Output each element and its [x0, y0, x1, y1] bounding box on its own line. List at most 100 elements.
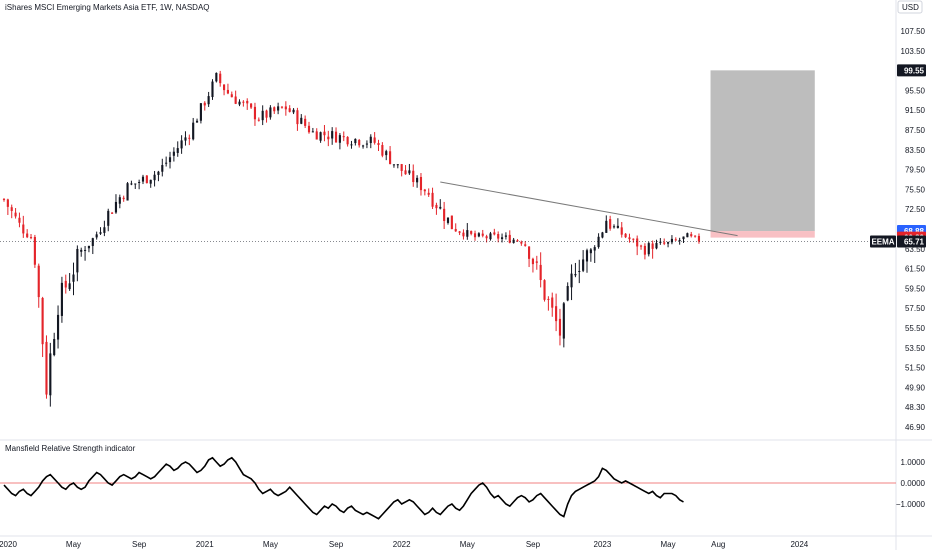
price-tick-label: 103.50: [901, 47, 926, 56]
candle-body: [570, 273, 573, 288]
candle-body: [516, 240, 519, 242]
candle-body: [37, 265, 40, 298]
candle-body: [219, 73, 222, 84]
candle-body: [373, 137, 376, 143]
candle-body: [528, 246, 531, 259]
candle-body: [585, 250, 589, 262]
candle-body: [632, 238, 635, 240]
candle-body: [184, 137, 187, 141]
candle-body: [29, 237, 33, 239]
candle-body: [551, 297, 554, 308]
candle-body: [419, 176, 423, 191]
candle-body: [639, 245, 643, 247]
candle-body: [628, 237, 631, 240]
candle-body: [361, 145, 365, 147]
candle-body: [504, 235, 507, 237]
candle-body: [558, 318, 562, 336]
candle-body: [145, 175, 148, 184]
candle-body: [458, 231, 461, 233]
currency-label[interactable]: USD: [902, 3, 919, 12]
candle-body: [265, 110, 268, 118]
candle-body: [547, 298, 550, 300]
candle-body: [427, 192, 430, 195]
candle-body: [435, 204, 438, 209]
candle-body: [33, 236, 36, 265]
candle-body: [300, 117, 303, 124]
candle-body: [64, 280, 67, 288]
candle-body: [612, 226, 616, 228]
candle-body: [18, 217, 21, 223]
currency-box[interactable]: [897, 0, 923, 14]
candle-body: [188, 137, 191, 139]
stop-zone: [710, 231, 815, 238]
candle-body: [87, 245, 91, 249]
candle-body: [381, 145, 384, 156]
candle-body: [358, 139, 361, 146]
candle-body: [331, 131, 334, 139]
candle-body: [311, 131, 314, 133]
candle-body: [250, 103, 253, 108]
candle-body: [99, 232, 102, 234]
price-tick-label: 72.50: [905, 205, 926, 214]
candle-body: [246, 100, 249, 104]
candle-body: [292, 109, 295, 113]
candle-body: [192, 122, 195, 140]
candle-body: [49, 353, 52, 396]
candle-body: [489, 233, 492, 240]
indicator-axis[interactable]: 1.0000 0.0000 −1.0000: [896, 458, 926, 509]
candle-body: [53, 339, 56, 356]
candle-body: [304, 118, 307, 126]
price-tick-label: 49.90: [905, 383, 926, 392]
candle-body: [616, 225, 619, 228]
position-tool[interactable]: [710, 70, 815, 238]
candle-body: [122, 197, 125, 200]
candle-body: [45, 341, 48, 395]
candle-body: [543, 280, 546, 300]
candle-body: [323, 131, 326, 136]
candle-body: [215, 72, 218, 82]
ticker-tag-box: [870, 235, 896, 248]
candle-body: [582, 259, 585, 271]
candle-body: [95, 234, 98, 238]
candle-body: [60, 282, 63, 316]
price-tick-label: 53.50: [905, 344, 926, 353]
candle-body: [172, 151, 175, 156]
candle-body: [636, 238, 639, 247]
candle-body: [412, 170, 415, 183]
candle-body: [470, 231, 473, 234]
candle-body: [14, 212, 17, 217]
candle-body: [161, 165, 164, 172]
candle-body: [91, 238, 94, 246]
candle-body: [439, 206, 442, 209]
candle-body: [334, 131, 338, 143]
candle-body: [643, 245, 646, 255]
candle-body: [234, 96, 237, 104]
price-tick-label: 75.50: [905, 185, 926, 194]
trendline[interactable]: [440, 181, 738, 237]
candle-body: [111, 212, 114, 214]
chart-title: iShares MSCI Emerging Markets Asia ETF, …: [5, 3, 210, 12]
price-tick-label: 87.50: [905, 126, 926, 135]
price-tick-label: 61.50: [905, 265, 926, 274]
time-axis[interactable]: 2020 May Sep 2021 May Sep 2022 May Sep 2023 May Aug…: [0, 540, 809, 549]
candle-body: [389, 151, 392, 164]
price-tick-label: 83.50: [905, 146, 926, 155]
candle-body: [454, 228, 457, 232]
rs-line: [3, 456, 684, 520]
price-tick-label: 46.90: [905, 423, 926, 432]
candle-body: [41, 297, 44, 345]
candle-body: [377, 143, 380, 146]
time-tick-label: May: [263, 540, 278, 549]
candle-body: [647, 243, 650, 255]
candle-body: [446, 217, 450, 223]
candle-body: [346, 136, 349, 145]
candle-body: [203, 102, 206, 106]
candle-body: [273, 107, 276, 112]
candle-body: [663, 242, 666, 244]
candle-body: [473, 233, 477, 238]
target-zone: [710, 70, 815, 232]
candle-body: [524, 244, 527, 246]
candle-body: [176, 148, 179, 153]
candle-body: [466, 230, 469, 237]
